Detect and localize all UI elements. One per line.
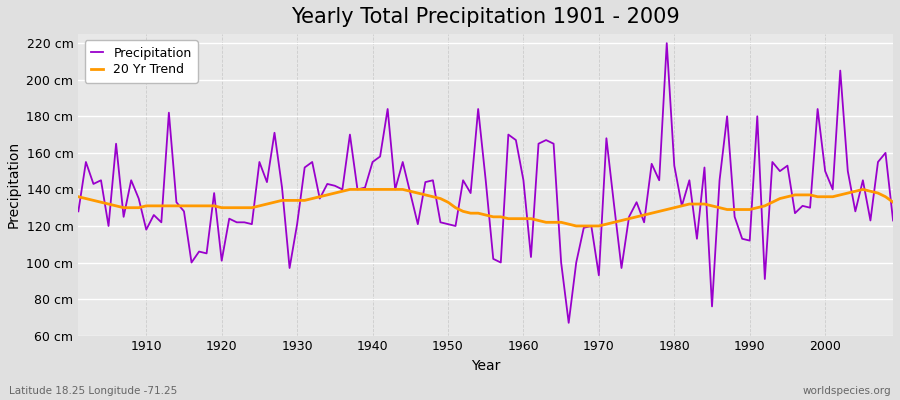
20 Yr Trend (133, 205, 144, 210)
20 Yr Trend (624, 216, 634, 221)
Precipitation (518, 178, 529, 183)
Text: Latitude 18.25 Longitude -71.25: Latitude 18.25 Longitude -71.25 (9, 386, 177, 396)
Precipitation (616, 266, 627, 270)
20 Yr Trend (73, 194, 84, 199)
Precipitation (662, 41, 672, 46)
Text: worldspecies.org: worldspecies.org (803, 386, 891, 396)
Title: Yearly Total Precipitation 1901 - 2009: Yearly Total Precipitation 1901 - 2009 (292, 7, 680, 27)
Precipitation (563, 320, 574, 325)
Line: Precipitation: Precipitation (78, 43, 893, 323)
Precipitation (73, 209, 84, 214)
Precipitation (510, 138, 521, 142)
20 Yr Trend (352, 187, 363, 192)
Line: 20 Yr Trend: 20 Yr Trend (78, 190, 893, 226)
20 Yr Trend (300, 198, 310, 203)
20 Yr Trend (518, 216, 529, 221)
20 Yr Trend (345, 187, 356, 192)
Precipitation (345, 132, 356, 137)
20 Yr Trend (571, 224, 581, 228)
Precipitation (133, 196, 144, 201)
Precipitation (887, 218, 898, 223)
20 Yr Trend (526, 216, 536, 221)
Precipitation (300, 165, 310, 170)
20 Yr Trend (887, 200, 898, 205)
Legend: Precipitation, 20 Yr Trend: Precipitation, 20 Yr Trend (85, 40, 198, 82)
Y-axis label: Precipitation: Precipitation (7, 141, 21, 228)
X-axis label: Year: Year (471, 359, 500, 373)
